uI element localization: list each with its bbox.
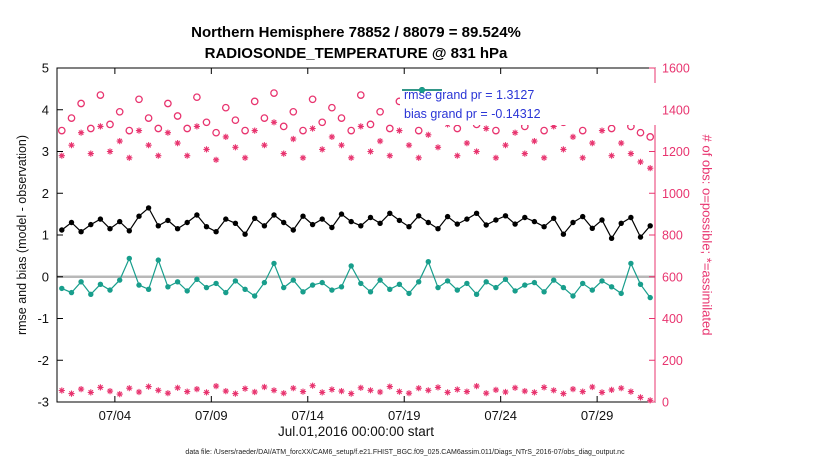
svg-text:1: 1 xyxy=(42,228,49,243)
svg-text:600: 600 xyxy=(662,270,683,284)
svg-text:07/04: 07/04 xyxy=(99,408,132,423)
svg-text:400: 400 xyxy=(662,312,683,326)
svg-text:-3: -3 xyxy=(37,395,49,410)
svg-text:07/29: 07/29 xyxy=(581,408,614,423)
svg-text:1000: 1000 xyxy=(662,187,690,201)
svg-text:1400: 1400 xyxy=(662,103,690,117)
svg-text:4: 4 xyxy=(42,102,49,117)
bias-legend-label: bias grand pr = -0.14312 xyxy=(404,106,541,121)
n-low-band-series xyxy=(58,382,654,404)
svg-text:800: 800 xyxy=(662,229,683,243)
n-assimilated-series xyxy=(58,119,654,172)
svg-text:07/14: 07/14 xyxy=(292,408,325,423)
svg-text:200: 200 xyxy=(662,354,683,368)
svg-text:07/24: 07/24 xyxy=(484,408,517,423)
svg-text:07/19: 07/19 xyxy=(388,408,421,423)
svg-text:1200: 1200 xyxy=(662,145,690,159)
data-file-caption: data file: /Users/raeder/DAI/ATM_forcXX/… xyxy=(185,449,625,456)
legend-row-bias: bias grand pr = -0.14312 xyxy=(402,87,658,123)
svg-text:0: 0 xyxy=(42,269,49,284)
svg-text:-2: -2 xyxy=(37,353,49,368)
left-axis-label: rmse and bias (model - observation) xyxy=(15,134,29,336)
chart-title-line1: Northern Hemisphere 78852 / 88079 = 89.5… xyxy=(191,24,521,41)
svg-text:0: 0 xyxy=(662,396,669,410)
right-axis-label: # of obs: o=possible; *=assimilated xyxy=(699,134,715,336)
bias-legend-swatch xyxy=(402,87,442,93)
bias-series xyxy=(59,255,653,301)
legend: rmse grand pr = 1.3127 bias grand pr = -… xyxy=(400,83,662,125)
rmse-legend-label: rmse grand pr = 1.3127 xyxy=(404,87,535,102)
svg-text:3: 3 xyxy=(42,144,49,159)
rmse-series xyxy=(59,205,653,241)
svg-text:2: 2 xyxy=(42,186,49,201)
x-axis-label: Jul.01,2016 00:00:00 start xyxy=(277,424,435,439)
svg-text:1600: 1600 xyxy=(662,62,690,76)
chart-title-line2: RADIOSONDE_TEMPERATURE @ 831 hPa xyxy=(204,45,508,62)
svg-text:07/09: 07/09 xyxy=(195,408,228,423)
svg-text:-1: -1 xyxy=(37,311,49,326)
svg-text:5: 5 xyxy=(42,61,49,76)
chart-title: Northern Hemisphere 78852 / 88079 = 89.5… xyxy=(57,22,655,64)
